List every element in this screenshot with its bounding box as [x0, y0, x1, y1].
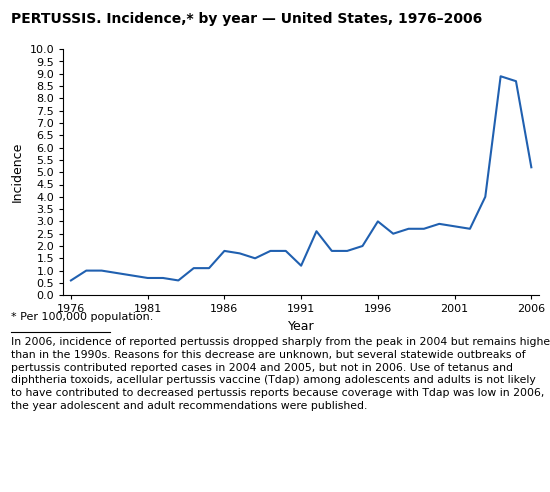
Y-axis label: Incidence: Incidence [11, 142, 24, 202]
Text: PERTUSSIS. Incidence,* by year — United States, 1976–2006: PERTUSSIS. Incidence,* by year — United … [11, 12, 482, 26]
Text: * Per 100,000 population.: * Per 100,000 population. [11, 312, 153, 322]
Text: In 2006, incidence of reported pertussis dropped sharply from the peak in 2004 b: In 2006, incidence of reported pertussis… [11, 337, 550, 411]
X-axis label: Year: Year [288, 320, 315, 333]
